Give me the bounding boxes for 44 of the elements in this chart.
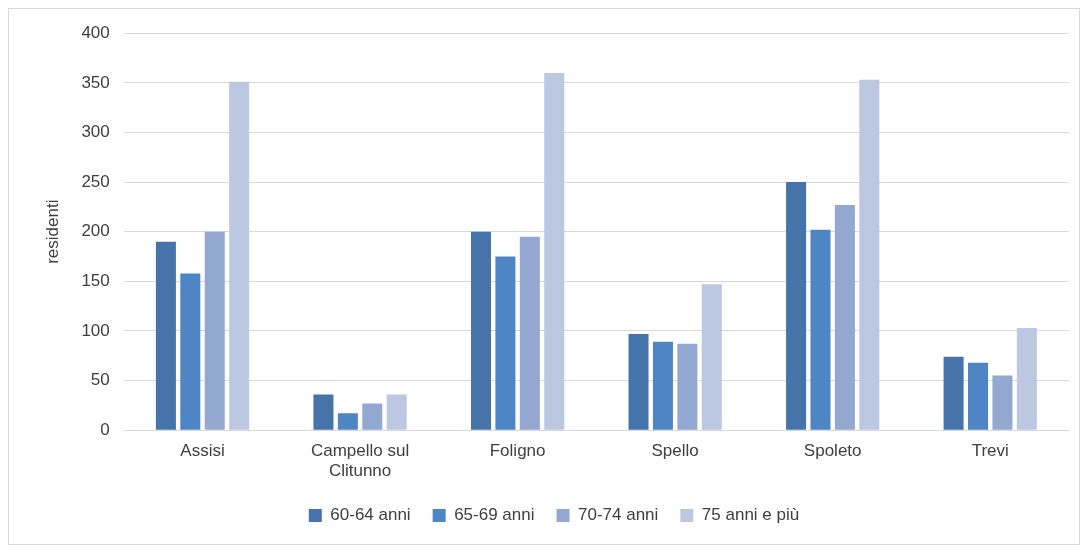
- bar: [628, 333, 649, 430]
- bar: [495, 256, 516, 430]
- bar: [968, 362, 989, 430]
- bar: [943, 356, 964, 430]
- y-tick-label: 100: [81, 320, 110, 340]
- y-tick-label: 150: [81, 271, 110, 291]
- y-tick-label: 200: [81, 221, 110, 241]
- bar: [652, 341, 673, 430]
- bar: [337, 413, 358, 430]
- bar: [544, 72, 565, 430]
- y-tick-label: 350: [81, 72, 110, 92]
- bar: [992, 375, 1013, 430]
- bar: [204, 231, 225, 430]
- bar: [834, 204, 855, 430]
- bar: [180, 273, 201, 430]
- legend-label: 70-74 anni: [577, 505, 659, 525]
- x-tick-label: Trevi: [971, 441, 1009, 461]
- legend-label: 65-69 anni: [454, 505, 535, 525]
- bar: [386, 394, 407, 430]
- y-tick-label: 400: [81, 22, 110, 42]
- x-tick-label: Assisi: [180, 441, 225, 461]
- bar: [810, 229, 831, 430]
- x-tick-label: Spoleto: [803, 441, 862, 461]
- y-tick-label: 250: [81, 171, 110, 191]
- x-tick-label: Foligno: [489, 441, 546, 461]
- x-tick-label: Campello sul Clitunno: [310, 441, 410, 481]
- x-tick-label: Spello: [651, 441, 699, 461]
- bar: [229, 81, 250, 430]
- legend-label: 60-64 anni: [330, 505, 411, 525]
- bar: [519, 236, 540, 430]
- bar: [313, 394, 334, 430]
- y-tick-label: 50: [90, 370, 110, 390]
- bar: [1016, 327, 1037, 430]
- bar: [677, 343, 698, 430]
- y-axis-title: residenti: [42, 199, 62, 264]
- y-tick-label: 300: [81, 122, 110, 142]
- bar: [155, 241, 176, 430]
- bar: [701, 284, 722, 430]
- bar: [362, 403, 383, 430]
- bar: [470, 231, 491, 430]
- y-tick-label: 0: [100, 419, 110, 439]
- bar: [786, 182, 807, 430]
- legend-label: 75 anni e più: [701, 505, 800, 525]
- bar: [859, 79, 880, 430]
